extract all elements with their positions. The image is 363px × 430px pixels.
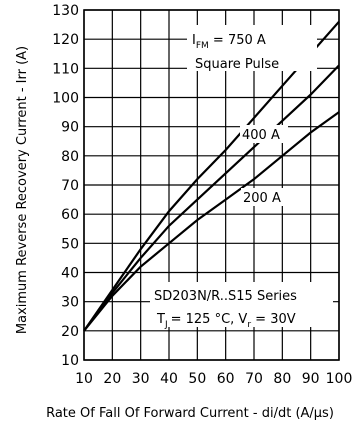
y-tick-label: 20 bbox=[61, 324, 79, 340]
y-tick-labels: 10 20 30 40 50 60 70 80 90 100 110 120 130 bbox=[52, 3, 79, 369]
y-tick-label: 90 bbox=[61, 120, 79, 136]
label-750-background bbox=[187, 25, 317, 71]
series-line-3 bbox=[83, 111, 340, 332]
x-tick-label: 60 bbox=[217, 371, 235, 387]
x-tick-label: 10 bbox=[75, 371, 93, 387]
label-device-series: SD203N/R..S15 Series bbox=[154, 289, 297, 304]
x-tick-label: 30 bbox=[132, 371, 150, 387]
x-tick-label: 100 bbox=[326, 371, 353, 387]
y-tick-label: 50 bbox=[61, 236, 79, 252]
label-400-background bbox=[240, 125, 288, 143]
label-750: IFM = 750 A bbox=[192, 33, 266, 51]
x-axis-label: Rate Of Fall Of Forward Current - di/dt … bbox=[46, 406, 334, 421]
label-200: 200 A bbox=[243, 191, 281, 206]
plot-frame bbox=[83, 9, 340, 361]
conditions-background bbox=[150, 282, 333, 327]
label-conditions: TJ = 125 °C, Vr = 30V bbox=[156, 312, 296, 330]
y-tick-label: 100 bbox=[52, 91, 79, 107]
y-tick-label: 80 bbox=[61, 149, 79, 165]
x-tick-label: 90 bbox=[302, 371, 320, 387]
y-tick-label: 40 bbox=[61, 266, 79, 282]
y-tick-label: 60 bbox=[61, 207, 79, 223]
label-400: 400 A bbox=[242, 128, 280, 143]
y-tick-label: 130 bbox=[52, 3, 79, 19]
y-tick-label: 10 bbox=[61, 353, 79, 369]
label-200-background bbox=[241, 188, 289, 206]
label-square-pulse: Square Pulse bbox=[195, 57, 279, 72]
x-tick-labels: 10 20 30 40 50 60 70 80 90 100 bbox=[75, 371, 352, 387]
x-tick-label: 70 bbox=[245, 371, 263, 387]
y-tick-label: 120 bbox=[52, 32, 79, 48]
x-tick-label: 50 bbox=[188, 371, 206, 387]
y-tick-label: 110 bbox=[52, 61, 79, 77]
y-tick-label: 70 bbox=[61, 178, 79, 194]
x-tick-label: 40 bbox=[160, 371, 178, 387]
x-tick-label: 80 bbox=[273, 371, 291, 387]
series-line-2 bbox=[83, 64, 340, 332]
y-axis-label: Maximum Reverse Recovery Current - Irr (… bbox=[15, 46, 30, 334]
y-tick-label: 30 bbox=[61, 295, 79, 311]
x-tick-label: 20 bbox=[103, 371, 121, 387]
